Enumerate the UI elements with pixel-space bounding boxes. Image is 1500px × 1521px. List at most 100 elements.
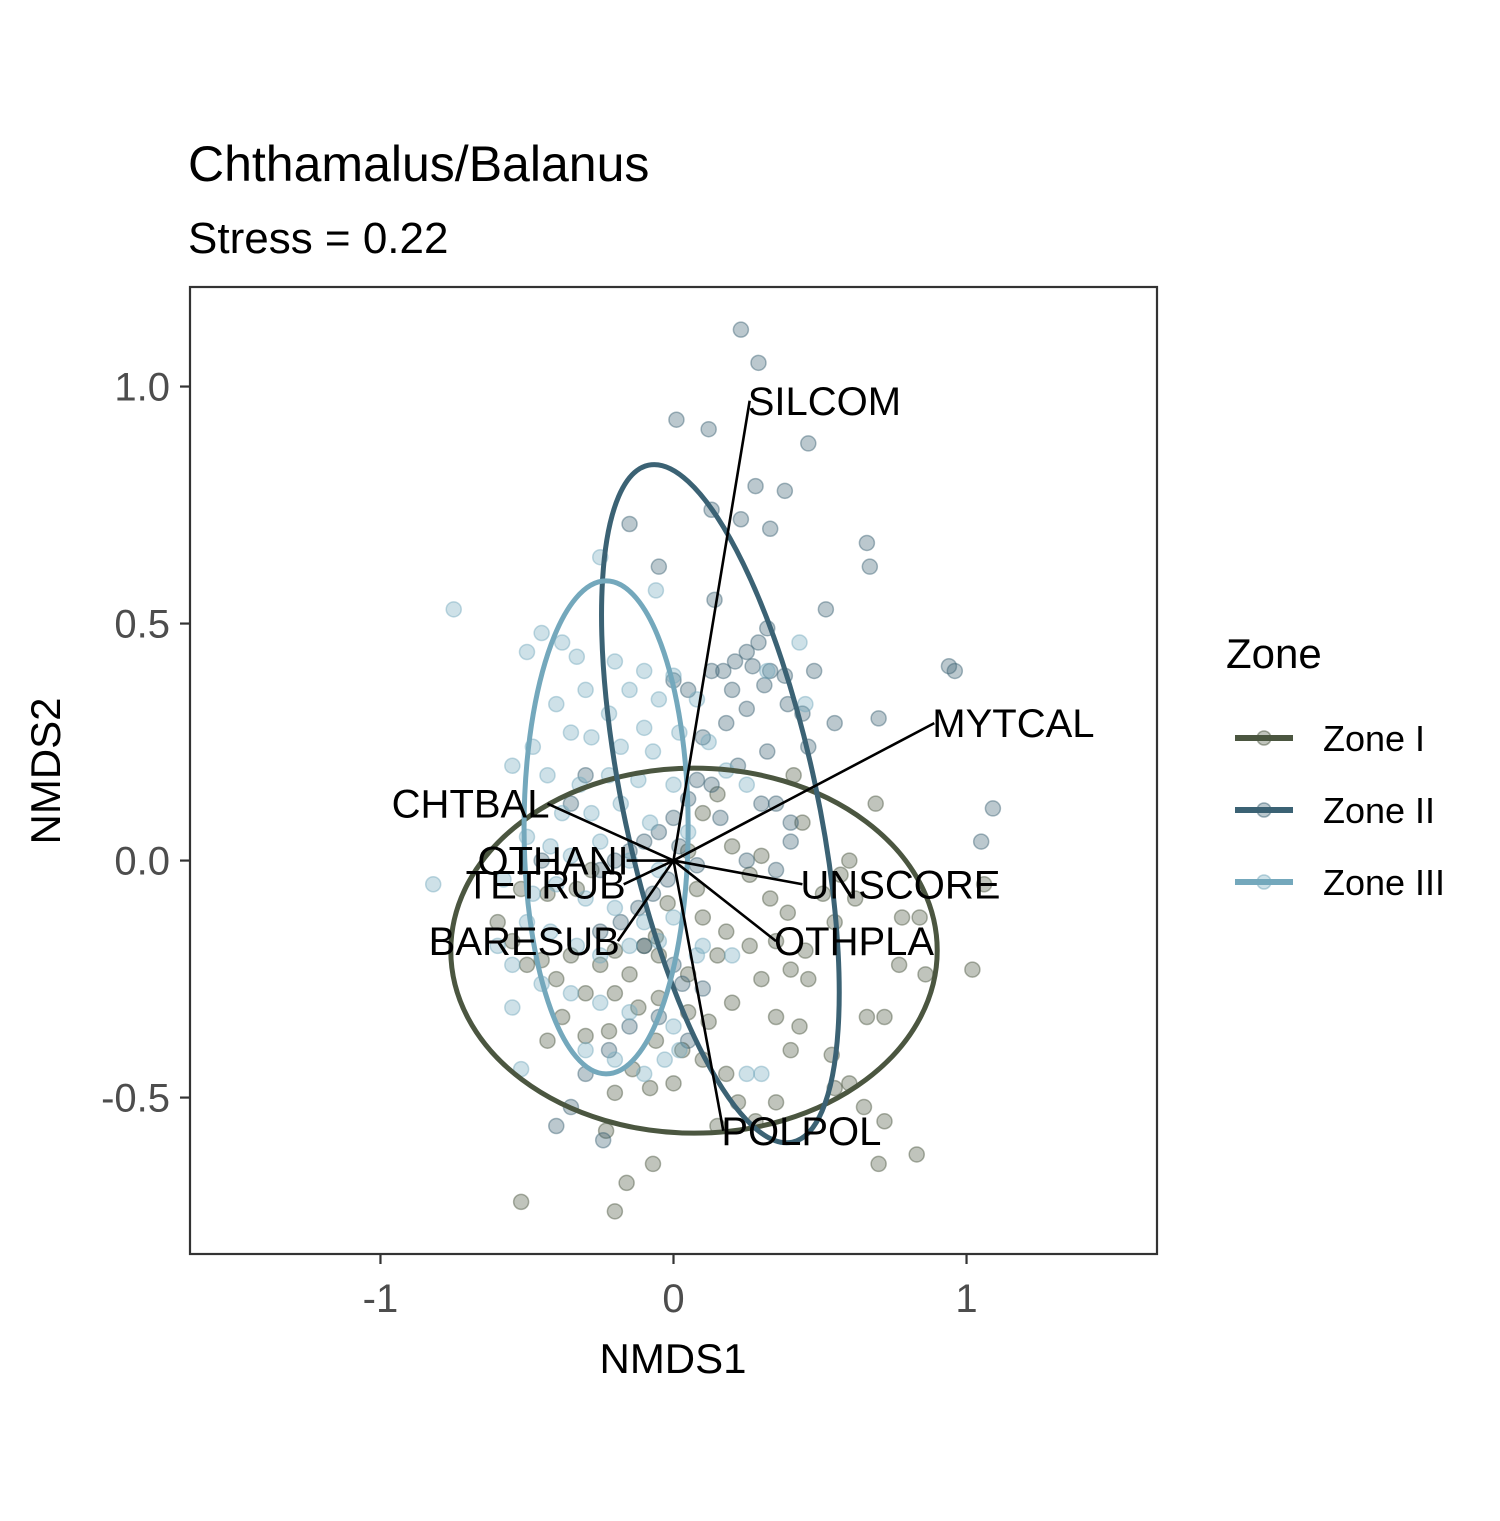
zone-ii-point (861, 558, 879, 575)
zone-i-point (548, 970, 565, 988)
x-tick-label: -1 (363, 1277, 399, 1321)
zone-iii-point (562, 724, 580, 741)
baresub-vector-label: BARESUB (429, 920, 620, 964)
zone-i-point (753, 847, 770, 865)
zone-ii-point (858, 534, 876, 552)
zone-iii-point (542, 838, 559, 855)
zone-ii-point (738, 643, 756, 661)
zone-ii-point (946, 662, 964, 680)
zone-ii-point (650, 558, 668, 575)
zone-ii-point (750, 354, 767, 372)
zone-i-point (591, 956, 609, 974)
zone-iii-point (635, 719, 653, 737)
othpla-vector (672, 859, 777, 943)
zone-iii-point (577, 681, 594, 699)
zone-ii-point (726, 653, 744, 670)
zone-i-point (621, 966, 638, 983)
polpol-vector-label: POLPOL (721, 1110, 881, 1154)
zone-ii-point (782, 814, 799, 831)
zone-i-point (709, 785, 726, 803)
zone-iii-point (504, 999, 521, 1016)
zone-iii-point (612, 738, 630, 756)
zone-i-point (841, 852, 858, 869)
zone-i-point (797, 942, 814, 959)
zone-iii-point (621, 681, 638, 699)
zone-i-point (562, 947, 580, 964)
zone-ii-point (805, 662, 823, 680)
zone-ii-point (612, 913, 630, 931)
legend-label: Zone III (1323, 862, 1445, 903)
zone-iii-point (445, 601, 462, 618)
zone-ii-point (940, 657, 958, 675)
zone-i-point (858, 1008, 876, 1026)
zone-i-point (606, 1203, 624, 1220)
zone-i-point (723, 838, 741, 855)
zone-i-point (577, 985, 594, 1002)
zone-iii-point (568, 648, 586, 665)
zone-ii-point (738, 852, 756, 869)
zone-ii-point (972, 833, 990, 850)
zone-i-point (767, 1094, 785, 1111)
zone-iii-point (577, 890, 594, 907)
zone-iii-point (568, 937, 586, 955)
zone-iii-point (694, 937, 712, 955)
zone-ii-point (984, 800, 1002, 817)
zone-ii-point (621, 1018, 638, 1035)
zone-iii-point (591, 947, 609, 964)
zone-i-point (717, 1065, 735, 1083)
zone-ii-point (761, 520, 779, 537)
zone-ii-point (712, 809, 729, 827)
zone-i-point (606, 985, 624, 1002)
zone-i-point (583, 861, 600, 879)
zone-ii-point (776, 482, 794, 500)
zone-iii-point (583, 804, 600, 822)
zone-i-point (659, 894, 676, 912)
x-axis-label: NMDS1 (599, 1335, 746, 1382)
zone-i-point (641, 1079, 659, 1097)
zone-iii-point (424, 876, 442, 893)
zone-iii-ellipse (521, 578, 691, 1077)
othpla-vector-label: OTHPLA (774, 920, 934, 964)
y-tick-label: 1.0 (114, 366, 170, 410)
zone-iii-point (591, 833, 609, 850)
zone-i-point (911, 909, 928, 926)
legend-item-zone-ii: Zone II (1235, 790, 1435, 831)
zone-ii-ellipse (599, 462, 842, 1146)
zone-ii-point (759, 743, 776, 760)
zone-iii-point (688, 947, 706, 964)
zone-i-point (814, 885, 832, 902)
y-tick-label: 0.5 (114, 603, 170, 647)
zone-iii-point (495, 871, 512, 888)
zone-i-point (504, 932, 521, 950)
zone-iii-point (562, 847, 580, 865)
zone-iii-point (548, 695, 565, 713)
zone-iii-point (621, 1004, 638, 1021)
zone-iii-point (635, 662, 653, 680)
zone-ii-point (761, 662, 779, 680)
zone-ii-point (723, 681, 741, 699)
zone-i-point (741, 937, 758, 955)
zone-ii-point (782, 833, 799, 850)
x-tick-label: 1 (955, 1277, 977, 1321)
zone-i-point (644, 1155, 662, 1173)
zone-iii-point (553, 634, 571, 651)
zone-iii-point (753, 1065, 770, 1083)
zone-i-ellipse (448, 765, 940, 1136)
polpol-vector (672, 860, 725, 1131)
zone-iii-point (489, 937, 506, 955)
zone-ii-point (700, 420, 717, 438)
zone-ii-point (732, 511, 750, 528)
zone-ii-point (621, 515, 638, 533)
zone-i-point (635, 937, 653, 955)
baresub-vector (616, 859, 675, 942)
zone-i-point (870, 1155, 887, 1173)
zone-i-point (539, 1032, 556, 1049)
tetrub-vector-label: TETRUB (466, 863, 626, 907)
x-tick-label: 0 (662, 1277, 684, 1321)
zone-i-point (917, 966, 934, 983)
zone-ii-point (591, 861, 609, 879)
zone-i-point (782, 1041, 799, 1059)
y-axis-label: NMDS2 (22, 697, 69, 844)
zone-i-point (964, 961, 981, 978)
